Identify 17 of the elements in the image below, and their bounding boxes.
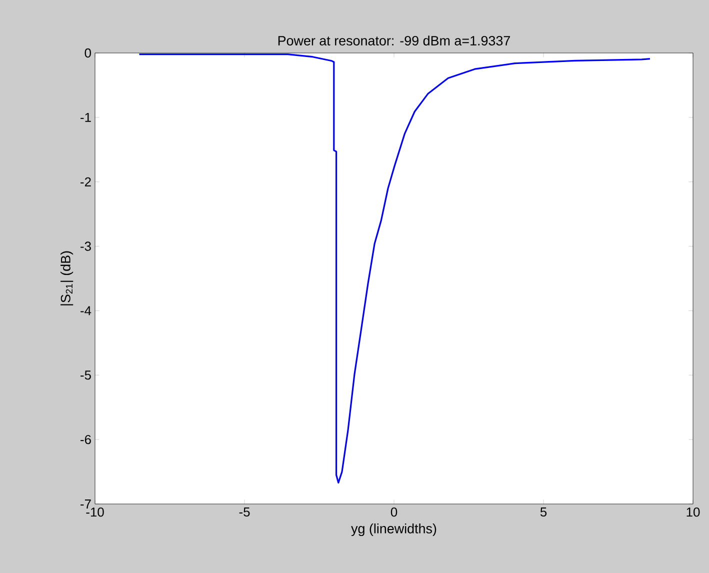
y-tick-label: -3	[80, 242, 91, 251]
y-tick-label: -6	[80, 434, 91, 444]
x-tick-label: 0	[390, 508, 398, 517]
x-tick-label: 5	[540, 508, 547, 517]
chart-title: Power at resonator: -99 dBm a=1.9337	[278, 36, 510, 46]
y-tick-label: -2	[80, 177, 91, 186]
x-axis-title: yg (linewidths)	[351, 524, 436, 536]
x-tick-label: 10	[686, 508, 700, 517]
x-tick-label: -10	[86, 508, 104, 517]
y-tick-label: -7	[80, 500, 91, 508]
x-tick-label: -5	[239, 508, 250, 517]
y-tick-label: -4	[80, 306, 92, 316]
y-tick-label: 0	[84, 48, 91, 58]
y-axis-title: |S$_{21}$| (dB)	[60, 251, 74, 306]
y-tick-label: -1	[80, 112, 91, 122]
y-tick-label: -5	[80, 370, 91, 380]
line-series	[138, 53, 651, 484]
